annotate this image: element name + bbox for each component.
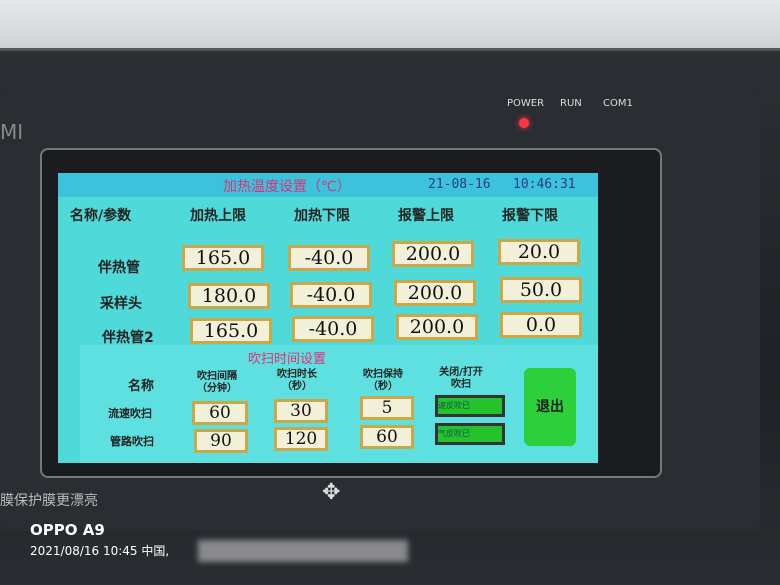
- purge-toggle-button[interactable]: 气反吹已: [435, 423, 505, 445]
- slogan-text: 膜保护膜更漂亮: [0, 493, 98, 509]
- diamond-logo-icon: ✥: [322, 480, 341, 505]
- timestamp-watermark: 2021/08/16 10:45 中国,: [30, 544, 170, 558]
- com1-label: COM1: [603, 98, 633, 109]
- blurred-location: [198, 540, 408, 562]
- header-name: 名称/参数: [70, 208, 132, 224]
- row-label: 伴热管2: [102, 330, 154, 346]
- time-display: 10:46:31: [513, 177, 576, 192]
- value-input[interactable]: 180.0: [188, 283, 270, 309]
- header-alarm-upper: 报警上限: [398, 208, 454, 224]
- value-input[interactable]: 200.0: [396, 314, 478, 340]
- purge-row-label: 管路吹扫: [110, 435, 154, 448]
- screen-title: 加热温度设置（℃）: [223, 179, 351, 195]
- power-led-icon: [519, 118, 529, 128]
- camera-model-watermark: OPPO A9: [30, 521, 105, 539]
- purge-header-toggle: 关闭/打开 吹扫: [439, 367, 483, 390]
- value-input[interactable]: -40.0: [292, 316, 374, 342]
- row-label: 采样头: [100, 296, 142, 312]
- hmi-screen: 加热温度设置（℃） 21-08-16 10:46:31 名称/参数 加热上限 加…: [58, 173, 598, 463]
- value-input[interactable]: 165.0: [182, 245, 264, 271]
- purge-value-input[interactable]: 5: [360, 396, 414, 420]
- value-input[interactable]: -40.0: [288, 245, 370, 271]
- value-input[interactable]: 50.0: [500, 277, 582, 303]
- purge-row-label: 流速吹扫: [108, 407, 152, 420]
- purge-header-interval: 吹扫间隔 （分钟）: [197, 371, 237, 394]
- date-display: 21-08-16: [428, 177, 491, 192]
- purge-value-input[interactable]: 120: [274, 427, 328, 451]
- value-input[interactable]: 0.0: [500, 312, 582, 338]
- purge-value-input[interactable]: 60: [192, 401, 248, 425]
- run-label: RUN: [560, 98, 582, 109]
- purge-title: 吹扫时间设置: [248, 352, 327, 367]
- title-bar: [58, 173, 598, 197]
- header-heat-lower: 加热下限: [294, 208, 350, 224]
- purge-section: [80, 345, 598, 463]
- purge-value-input[interactable]: 30: [274, 399, 328, 423]
- exit-button[interactable]: 退出: [524, 368, 576, 446]
- value-input[interactable]: -40.0: [290, 282, 372, 308]
- value-input[interactable]: 165.0: [190, 318, 272, 344]
- brand-text: MI: [0, 120, 24, 144]
- value-input[interactable]: 200.0: [392, 241, 474, 267]
- value-input[interactable]: 20.0: [498, 239, 580, 265]
- purge-toggle-button[interactable]: 速反吹已: [435, 395, 505, 417]
- purge-value-input[interactable]: 60: [360, 425, 414, 449]
- purge-value-input[interactable]: 90: [194, 429, 248, 453]
- purge-header-duration: 吹扫时长 （秒）: [277, 369, 317, 392]
- power-label: POWER: [507, 98, 545, 109]
- row-label: 伴热管: [98, 260, 140, 276]
- value-input[interactable]: 200.0: [394, 280, 476, 306]
- purge-header-hold: 吹扫保持 （秒）: [363, 369, 403, 392]
- header-alarm-lower: 报警下限: [502, 208, 558, 224]
- purge-header-name: 名称: [128, 379, 155, 394]
- header-heat-upper: 加热上限: [190, 208, 246, 224]
